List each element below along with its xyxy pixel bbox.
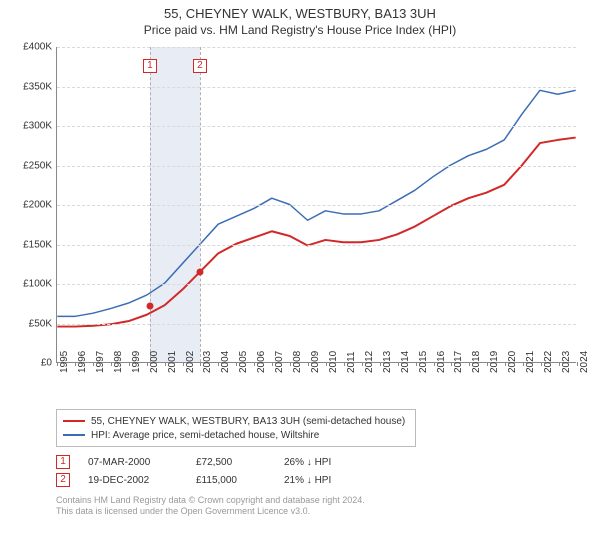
gridline xyxy=(57,126,576,127)
gridline xyxy=(57,47,576,48)
y-axis-label: £350K xyxy=(12,81,52,92)
sale-point xyxy=(146,302,153,309)
legend-swatch xyxy=(63,420,85,422)
x-axis-label: 2024 xyxy=(579,351,600,373)
gridline xyxy=(57,245,576,246)
marker-price: £72,500 xyxy=(196,457,266,468)
legend-label: HPI: Average price, semi-detached house,… xyxy=(91,430,319,441)
marker-table: 1 07-MAR-2000 £72,500 26% ↓ HPI 2 19-DEC-2002… xyxy=(56,453,588,489)
marker-table-flag: 2 xyxy=(56,473,70,487)
footnote-line: This data is licensed under the Open Gov… xyxy=(56,506,588,517)
marker-table-flag: 1 xyxy=(56,455,70,469)
gridline xyxy=(57,284,576,285)
gridline xyxy=(57,205,576,206)
y-axis-label: £100K xyxy=(12,279,52,290)
marker-flag: 1 xyxy=(143,59,157,73)
marker-date: 19-DEC-2002 xyxy=(88,475,178,486)
marker-flag: 2 xyxy=(193,59,207,73)
y-axis-label: £200K xyxy=(12,200,52,211)
y-axis-label: £400K xyxy=(12,42,52,53)
series-line-hpi xyxy=(57,90,575,316)
footnote-line: Contains HM Land Registry data © Crown c… xyxy=(56,495,588,506)
y-axis-label: £300K xyxy=(12,121,52,132)
legend: 55, CHEYNEY WALK, WESTBURY, BA13 3UH (se… xyxy=(56,409,416,447)
marker-vline xyxy=(200,47,201,362)
marker-vline xyxy=(150,47,151,362)
footnote: Contains HM Land Registry data © Crown c… xyxy=(56,495,588,517)
chart-container: 55, CHEYNEY WALK, WESTBURY, BA13 3UH Pri… xyxy=(0,0,600,521)
chart-subtitle: Price paid vs. HM Land Registry's House … xyxy=(12,23,588,37)
y-axis-label: £150K xyxy=(12,239,52,250)
marker-delta: 21% ↓ HPI xyxy=(284,475,364,486)
y-axis-label: £50K xyxy=(12,318,52,329)
gridline xyxy=(57,166,576,167)
marker-date: 07-MAR-2000 xyxy=(88,457,178,468)
marker-delta: 26% ↓ HPI xyxy=(284,457,364,468)
gridline xyxy=(57,324,576,325)
x-tick xyxy=(57,362,58,366)
legend-row: 55, CHEYNEY WALK, WESTBURY, BA13 3UH (se… xyxy=(63,414,409,428)
legend-label: 55, CHEYNEY WALK, WESTBURY, BA13 3UH (se… xyxy=(91,416,405,427)
marker-table-row: 2 19-DEC-2002 £115,000 21% ↓ HPI xyxy=(56,471,588,489)
marker-price: £115,000 xyxy=(196,475,266,486)
y-axis-label: £250K xyxy=(12,160,52,171)
marker-table-row: 1 07-MAR-2000 £72,500 26% ↓ HPI xyxy=(56,453,588,471)
plot-area: 12 xyxy=(56,47,576,363)
chart-area: 12 £0£50K£100K£150K£200K£250K£300K£350K£… xyxy=(12,43,588,403)
legend-row: HPI: Average price, semi-detached house,… xyxy=(63,428,409,442)
y-axis-label: £0 xyxy=(12,358,52,369)
sale-point xyxy=(196,269,203,276)
gridline xyxy=(57,87,576,88)
legend-swatch xyxy=(63,434,85,436)
chart-title: 55, CHEYNEY WALK, WESTBURY, BA13 3UH xyxy=(12,6,588,21)
